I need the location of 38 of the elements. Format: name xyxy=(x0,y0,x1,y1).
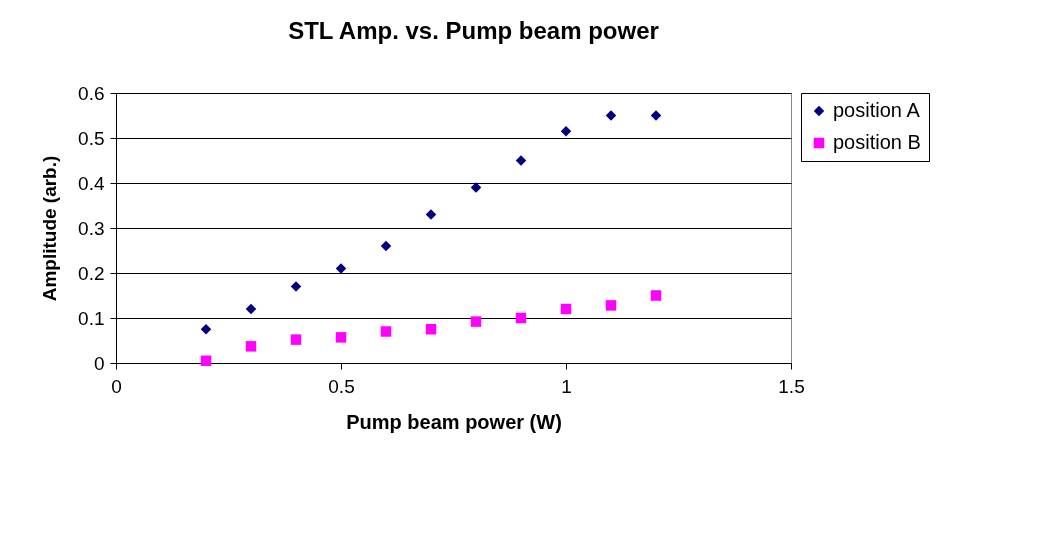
point xyxy=(425,209,437,220)
y-tick-label: 0.2 xyxy=(78,262,105,284)
point xyxy=(560,303,572,315)
point xyxy=(605,110,617,121)
point xyxy=(200,324,212,335)
x-tick-label: 0 xyxy=(111,375,122,397)
point xyxy=(380,326,392,337)
x-tick-label: 1.5 xyxy=(778,375,805,397)
point xyxy=(605,300,617,311)
point xyxy=(245,341,257,352)
chart-title: STL Amp. vs. Pump beam power xyxy=(288,17,659,44)
point xyxy=(290,334,302,345)
point xyxy=(335,263,347,274)
y-tick-label: 0.5 xyxy=(78,127,105,149)
y-tick-label: 0.4 xyxy=(78,172,105,194)
legend-label: position B xyxy=(833,131,921,153)
x-tick-label: 0.5 xyxy=(328,375,355,397)
point xyxy=(470,182,482,193)
point xyxy=(200,355,212,366)
legend-label: position A xyxy=(833,99,921,121)
y-tick-label: 0.6 xyxy=(78,82,105,104)
x-axis-title: Pump beam power (W) xyxy=(346,410,562,433)
point xyxy=(380,240,392,252)
point xyxy=(515,312,527,324)
point xyxy=(470,316,482,327)
y-axis-title: Amplitude (arb.) xyxy=(39,155,61,302)
point xyxy=(560,126,572,137)
y-tick-label: 0.1 xyxy=(78,307,105,329)
point xyxy=(425,324,437,335)
point xyxy=(515,155,527,166)
y-tick-label: 0.3 xyxy=(78,217,105,239)
point xyxy=(245,303,257,315)
point xyxy=(335,332,347,343)
y-tick-label: 0 xyxy=(93,352,105,374)
point xyxy=(290,281,302,292)
x-tick-label: 1 xyxy=(561,375,572,397)
point xyxy=(650,290,662,301)
point xyxy=(650,110,662,121)
